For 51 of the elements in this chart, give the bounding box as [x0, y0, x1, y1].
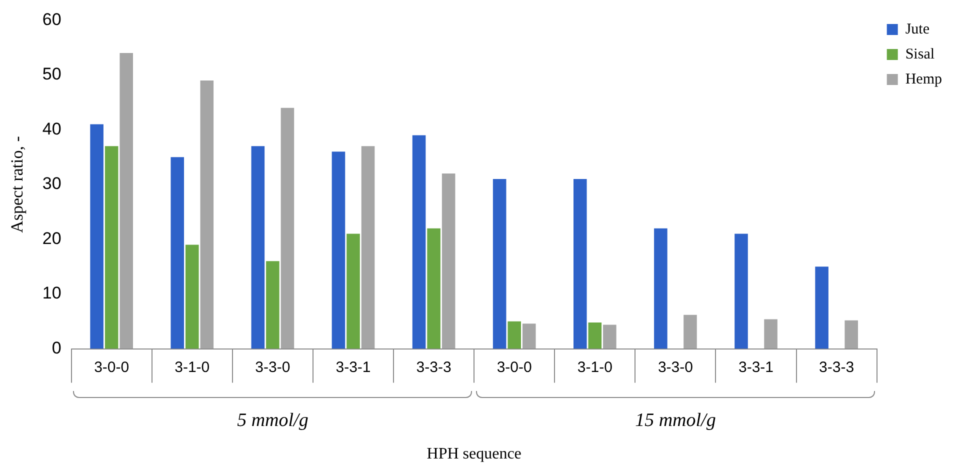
bar	[815, 266, 828, 349]
y-tick-label: 10	[42, 284, 62, 303]
x-tick-label: 3-1-0	[174, 358, 210, 376]
y-tick-label: 20	[42, 228, 62, 248]
legend-label: Sisal	[905, 46, 935, 62]
bar	[346, 234, 360, 349]
bar	[120, 53, 133, 349]
bar	[734, 234, 748, 349]
y-tick-label: 30	[42, 174, 62, 194]
y-axis-title: Aspect ratio, -	[8, 136, 27, 233]
x-axis-title: HPH sequence	[426, 446, 522, 463]
bar	[654, 228, 668, 349]
bar	[442, 174, 456, 349]
x-tick-label: 3-1-0	[577, 358, 612, 376]
bar	[90, 124, 104, 349]
bar	[764, 319, 778, 349]
bar	[280, 108, 294, 349]
x-tick-label: 3-3-1	[738, 358, 774, 376]
y-tick-label: 50	[42, 64, 62, 84]
legend-label: Jute	[905, 21, 930, 38]
bar	[412, 135, 426, 349]
legend-label: Hemp	[905, 71, 942, 88]
bar	[251, 146, 265, 349]
x-tick-label: 3-3-1	[336, 358, 371, 376]
x-tick-label: 3-3-3	[819, 358, 854, 376]
bar	[104, 146, 118, 349]
bar	[522, 324, 536, 349]
x-tick-label: 3-0-0	[94, 358, 130, 376]
y-tick-label: 60	[42, 10, 62, 29]
bar	[492, 179, 506, 349]
x-tick-label: 3-3-0	[658, 358, 693, 376]
bar	[427, 228, 440, 349]
y-tick-label: 0	[52, 338, 62, 358]
bar	[684, 314, 697, 349]
bar	[332, 152, 346, 349]
x-tick-label: 3-3-0	[255, 358, 290, 376]
bar	[603, 324, 616, 349]
bar	[170, 157, 184, 349]
bar	[588, 322, 602, 349]
x-tick-label: 3-0-0	[496, 358, 532, 376]
bar	[266, 261, 280, 349]
bar	[200, 80, 214, 349]
bar	[573, 179, 587, 349]
y-tick-label: 40	[42, 119, 62, 138]
text: 5 mmol/g	[237, 410, 308, 431]
x-tick-label: 3-3-3	[416, 358, 452, 376]
text: 15 mmol/g	[635, 410, 716, 431]
bar	[185, 244, 199, 349]
bar	[844, 320, 858, 349]
bar	[361, 146, 375, 349]
bar	[508, 321, 521, 349]
